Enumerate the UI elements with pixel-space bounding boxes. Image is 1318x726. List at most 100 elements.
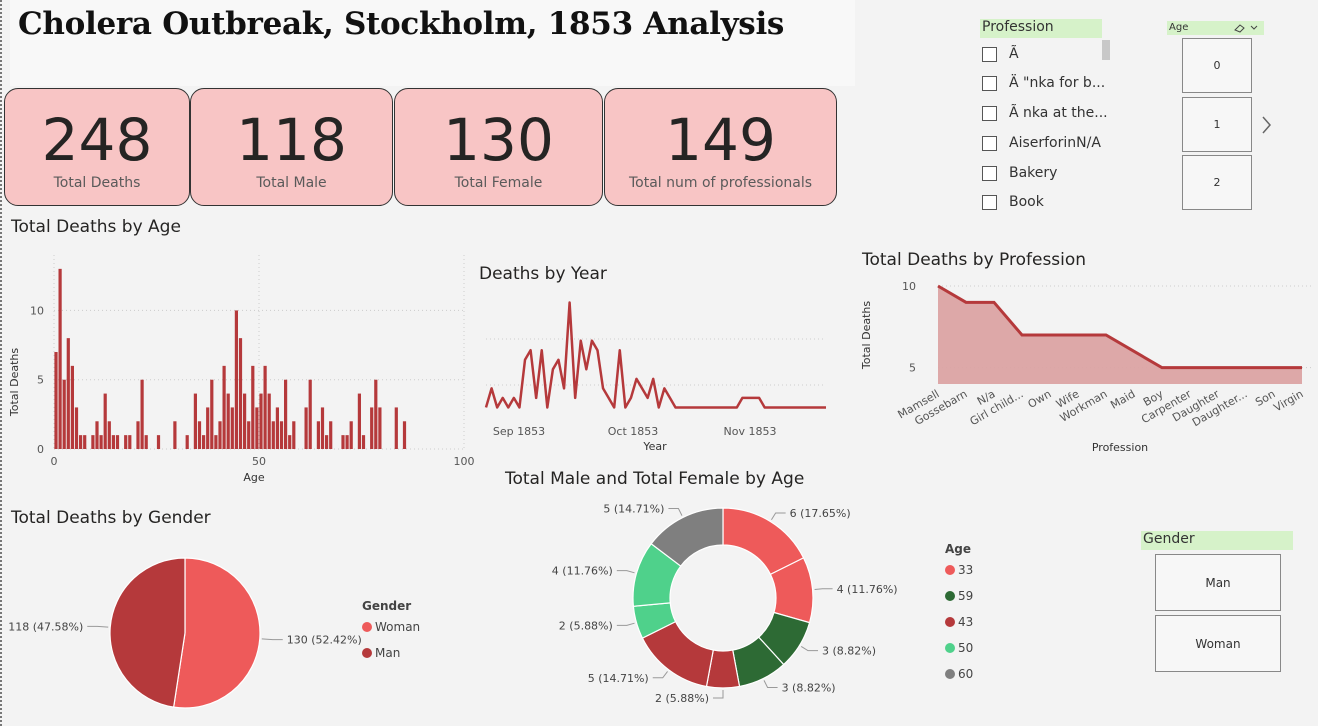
age-bar [99,435,103,449]
age-tile-1[interactable]: 1 [1182,97,1252,152]
age-bar [288,435,292,449]
x-axis-title: Profession [1092,441,1148,454]
kpi-total-male: 118 Total Male [190,88,393,206]
legend-title: Gender [362,599,411,613]
male-female-age-chart-title: Total Male and Total Female by Age [505,469,805,489]
x-tick-label: Sep 1853 [493,425,545,438]
age-bar [341,435,345,449]
x-tick-label: 0 [51,455,58,468]
age-bar [308,379,312,449]
leader-line [763,680,778,689]
age-bar [197,421,202,449]
leader-line [87,625,109,628]
legend-marker [945,643,955,653]
gender-tile-woman[interactable]: Woman [1155,615,1281,672]
age-bar [275,407,279,449]
age-bar [202,435,206,449]
checkbox[interactable] [982,105,997,121]
age-bar [173,421,177,449]
kpi-value: 130 [443,106,554,174]
age-bar [238,338,243,449]
x-tick-label: Own [1026,387,1054,411]
data-label: 3 (8.82%) [782,682,836,695]
age-bar [74,407,79,449]
checkbox[interactable] [982,75,997,91]
profession-option[interactable]: AiserforinN/A [982,135,1101,151]
age-bar [402,421,407,449]
pie-slice [109,557,186,708]
checkbox[interactable] [982,135,997,151]
data-label: 4 (11.76%) [837,583,898,596]
age-tile-2[interactable]: 2 [1182,155,1252,210]
age-bar [136,421,140,449]
profession-option[interactable]: Bakery [982,165,1057,181]
age-bar [370,407,374,449]
data-label: 118 (47.58%) [8,620,83,633]
eraser-icon[interactable] [1233,23,1261,33]
age-bar [374,379,378,449]
age-bar [144,435,148,449]
legend-marker [362,648,372,658]
profession-slicer-scrollbar[interactable] [1102,40,1110,60]
age-bar [329,421,333,449]
age-bar [304,407,308,449]
profession-option[interactable]: Ã nka at the... [982,105,1108,121]
age-bar [193,393,197,449]
male-female-age-donut-chart: 6 (17.65%) 4 (11.76%) 3 (8.82%) 3 (8.82%) 2 … [552,502,973,705]
y-tick-label: 5 [37,374,44,387]
age-bar [124,435,128,449]
age-bar [349,421,353,449]
age-bar [243,393,247,449]
kpi-total-female: 130 Total Female [394,88,603,206]
y-tick-label: 0 [37,443,44,456]
age-bar [107,421,111,449]
profession-slicer-header: Profession [980,19,1102,38]
x-tick-label: 100 [454,455,475,468]
leader-line [814,588,833,591]
age-bar [66,338,70,449]
data-label: 3 (8.82%) [822,645,876,658]
age-bar [316,421,320,449]
profession-option-label: Ä "nka for b... [1009,75,1106,91]
age-bar [79,435,83,449]
legend-label: 33 [958,563,973,577]
profession-option-label: Ã [1009,46,1019,62]
profession-option[interactable]: Ã [982,46,1019,62]
legend-marker [945,617,955,627]
legend-marker [362,622,372,632]
leader-line [261,638,283,641]
age-bar [218,421,222,449]
gender-tile-man[interactable]: Man [1155,554,1281,611]
profession-option[interactable]: Book [982,194,1044,210]
age-bar [320,407,325,449]
checkbox[interactable] [982,165,997,181]
age-bar [259,393,263,449]
x-tick-label: Virgin [1272,387,1306,414]
kpi-label: Total Deaths [53,175,141,191]
age-bar [95,421,99,449]
checkbox[interactable] [982,46,997,62]
data-label: 5 (14.71%) [588,672,649,685]
title-panel: Cholera Outbreak, Stockholm, 1853 Analys… [10,0,855,86]
age-bar [115,435,120,449]
age-bar [103,393,107,449]
age-bar [58,268,62,449]
profession-option[interactable]: Ä "nka for b... [982,75,1105,91]
kpi-value: 118 [236,106,347,174]
age-slicer-title: Age [1169,22,1189,33]
age-bar [214,435,218,449]
pie-slice [172,557,261,709]
y-axis-title: Total Deaths [8,348,21,417]
year-line-chart: Sep 1853 Oct 1853 Nov 1853 Year [484,301,826,453]
age-bar [394,407,398,449]
checkbox[interactable] [982,194,997,210]
age-bar [111,435,115,449]
age-bar [284,379,288,449]
x-tick-label: Maid [1108,387,1137,411]
gender-chart-title: Total Deaths by Gender [11,508,211,528]
age-tile-0[interactable]: 0 [1182,38,1252,93]
age-bar [156,435,161,449]
chevron-right-icon[interactable] [1260,115,1274,135]
age-bar [83,435,87,449]
data-label: 2 (5.88%) [655,692,709,705]
